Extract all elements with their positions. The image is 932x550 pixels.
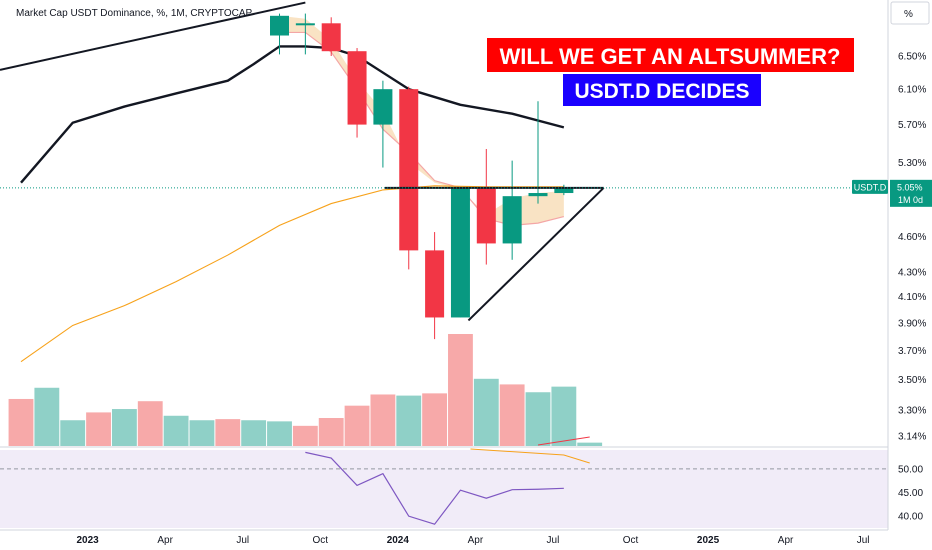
time-tick-6: Apr: [468, 535, 484, 546]
candle-body-9: [502, 196, 522, 244]
support-line: [467, 187, 605, 322]
volume-bar-19: [499, 384, 525, 446]
volume-bar-3: [86, 412, 111, 446]
time-tick-7: Jul: [547, 535, 560, 546]
ema-mid-line: [20, 185, 564, 363]
price-tick-7: 4.10%: [898, 292, 926, 303]
rsi-pane: [0, 436, 888, 525]
volume-bar-6: [163, 415, 189, 446]
symbol-title: Market Cap USDT Dominance, %, 1M, CRYPTO…: [16, 8, 253, 19]
banner-usdtd-bg: [563, 74, 761, 106]
volume-bar-5: [137, 401, 163, 446]
candle-body-10: [528, 193, 548, 197]
time-tick-8: Oct: [623, 535, 639, 546]
banner-altsummer-bg: [487, 38, 854, 72]
rsi-band: [0, 450, 888, 528]
rsi-tick-1: 45.00: [898, 488, 923, 499]
countdown-badge-text: 1M 0d: [898, 195, 923, 205]
price-tick-9: 3.70%: [898, 346, 926, 357]
volume-bar-14: [370, 394, 396, 446]
price-tick-8: 3.90%: [898, 318, 926, 329]
price-tick-3: 5.30%: [898, 158, 926, 169]
candle-body-5: [399, 89, 419, 251]
volume-trend-line: [537, 436, 590, 446]
candle-body-1: [295, 23, 315, 26]
banner-altsummer: WILL WE GET AN ALTSUMMER?: [500, 44, 841, 69]
time-tick-5: 2024: [387, 535, 410, 546]
time-tick-4: Oct: [312, 535, 328, 546]
volume-bar-13: [344, 405, 370, 446]
value-badge: [890, 179, 932, 207]
time-tick-9: 2025: [697, 535, 720, 546]
price-axis: 6.50% 6.10% 5.70% 5.30% 4.60% 4.30% 4.10% 3.90%…: [898, 52, 926, 443]
volume-bar-10: [267, 421, 292, 446]
price-tick-11: 3.30%: [898, 406, 926, 417]
price-badge: USDT.D 5.05% 1M 0d: [852, 179, 932, 207]
price-tick-10: 3.50%: [898, 375, 926, 386]
rsi-line: [305, 451, 564, 525]
unit-button[interactable]: %: [890, 1, 930, 25]
volume-bar-22: [577, 442, 603, 446]
volume-bars: [8, 334, 603, 446]
volume-bar-12: [318, 418, 344, 446]
volume-bar-2: [60, 420, 86, 446]
volume-bar-0: [8, 398, 34, 446]
price-tick-0: 6.50%: [898, 52, 926, 63]
volume-bar-15: [396, 395, 422, 446]
value-badge-text: 5.05%: [897, 182, 923, 192]
time-tick-3: Jul: [236, 535, 249, 546]
candle-body-8: [476, 187, 496, 244]
time-axis: t2023AprJulOct2024AprJulOct2025AprJul: [77, 535, 870, 546]
volume-ma-line: [470, 448, 590, 464]
symbol-badge: [852, 179, 888, 194]
volume-bar-16: [422, 393, 448, 446]
volume-bar-7: [189, 420, 215, 446]
volume-bar-17: [448, 334, 473, 446]
price-tick-12: 3.14%: [898, 432, 926, 443]
time-tick-10: Apr: [778, 535, 794, 546]
symbol-badge-text: USDT.D: [854, 182, 887, 192]
candles: [270, 13, 574, 340]
banner-usdtd: USDT.D DECIDES: [574, 80, 749, 103]
volume-bar-8: [215, 419, 241, 446]
rsi-tick-2: 40.00: [898, 512, 923, 523]
price-tick-2: 5.70%: [898, 120, 926, 131]
volume-bar-21: [551, 386, 577, 446]
candle-body-0: [270, 15, 289, 36]
price-tick-5: 4.60%: [898, 232, 926, 243]
volume-bar-9: [241, 420, 267, 446]
time-tick-11: Jul: [857, 535, 870, 546]
candle-body-6: [425, 250, 445, 318]
candle-body-3: [347, 51, 367, 125]
volume-bar-4: [111, 409, 137, 446]
unit-button-label: %: [904, 9, 913, 20]
price-tick-6: 4.30%: [898, 267, 926, 278]
volume-bar-18: [473, 378, 499, 446]
candle-body-7: [450, 187, 470, 318]
time-tick-1: 2023: [77, 535, 100, 546]
candle-body-11: [554, 187, 574, 194]
volume-bar-20: [525, 392, 551, 446]
moving-averages: [20, 45, 565, 363]
time-tick-2: Apr: [157, 535, 173, 546]
cloud-area: [279, 15, 564, 226]
candle-body-2: [321, 23, 341, 52]
rsi-tick-0: 50.00: [898, 464, 923, 475]
upper-trendline: [0, 1, 306, 71]
candle-body-4: [373, 89, 393, 125]
price-tick-1: 6.10%: [898, 85, 926, 96]
volume-bar-11: [292, 425, 318, 446]
rsi-axis: 50.00 45.00 40.00: [898, 464, 923, 522]
volume-bar-1: [34, 387, 60, 446]
ema-long-line: [20, 45, 565, 184]
